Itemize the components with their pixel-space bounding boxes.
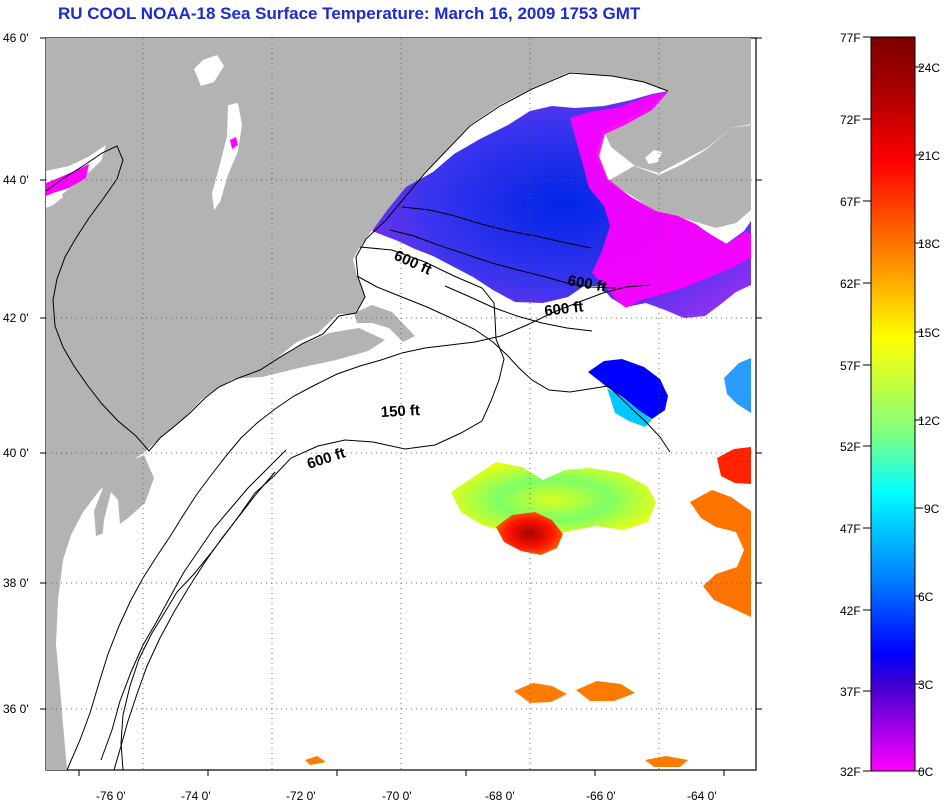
inland-water-2 <box>212 103 242 210</box>
coastline <box>45 72 669 452</box>
nw-magenta-patch <box>46 164 89 196</box>
lon-label-72: -72 0' <box>286 789 316 803</box>
colorbar-f-label-57: 57F <box>840 359 861 373</box>
inland-water-1 <box>194 55 224 86</box>
lat-label-44: 44 0' <box>3 173 29 187</box>
lon-label-68: -68 0' <box>485 789 515 803</box>
colorbar-c-label-6: 6C <box>918 590 934 604</box>
colorbar-f-label-42: 42F <box>840 604 861 618</box>
colorbar-c-label-21: 21C <box>918 149 940 163</box>
colorbar-f-label-77: 77F <box>840 31 861 45</box>
contour-label-600-ft-right: 600 ft <box>566 272 608 296</box>
shelf-600-ft-contour <box>356 275 671 453</box>
colorbar-f-label-62: 62F <box>840 277 861 291</box>
longitude-labels: -76 0' -74 0' -72 0' -70 0' -68 0' -66 0… <box>96 789 717 803</box>
southern-orange-patch-1 <box>514 683 567 703</box>
gulf-of-maine-contour-a <box>389 229 617 289</box>
southern-orange-patch-2 <box>576 681 635 701</box>
colorbar-f-label-47: 47F <box>840 522 861 536</box>
southern-orange-patch-3 <box>645 756 688 767</box>
mainland-land <box>46 38 751 770</box>
inner-shelf-contour-2 <box>113 471 276 771</box>
northeast-orange-red <box>717 447 751 484</box>
contour-label-150-ft: 150 ft <box>380 402 420 421</box>
colorbar-gradient <box>870 36 916 772</box>
colorbar-c-label-24: 24C <box>918 61 940 75</box>
lon-label-76: -76 0' <box>96 789 126 803</box>
colorbar-f-label-32: 32F <box>840 765 861 779</box>
lat-label-40: 40 0' <box>3 446 29 460</box>
lon-label-64: -64 0' <box>687 789 717 803</box>
colorbar-f-label-67: 67F <box>840 195 861 209</box>
small-magenta-patch <box>230 137 238 149</box>
gulf-of-maine-contour-b <box>401 206 592 249</box>
southern-orange-patch-4 <box>305 756 326 765</box>
inland-water-4 <box>609 89 633 102</box>
colorbar-f-label-72: 72F <box>840 113 861 127</box>
colorbar-f-label-52: 52F <box>840 440 861 454</box>
lat-label-36: 36 0' <box>3 702 29 716</box>
gulf-stream-blue-eddy <box>588 359 668 419</box>
coastline-and-contours <box>45 72 671 771</box>
latitude-labels: 46 0' 44 0' 42 0' 40 0' 38 0' 36 0' <box>3 31 29 716</box>
southeast-orange-band <box>690 490 751 617</box>
colorbar-c-label-9: 9C <box>924 502 940 516</box>
east-blue-edge <box>724 358 751 413</box>
warm-core-green-yellow <box>451 462 656 537</box>
lon-label-74: -74 0' <box>181 789 211 803</box>
colorbar-c-label-15: 15C <box>918 326 940 340</box>
lat-label-46: 46 0' <box>3 31 29 45</box>
map-title: RU COOL NOAA-18 Sea Surface Temperature:… <box>58 4 641 23</box>
cape-cod-land <box>354 305 415 342</box>
lon-label-70: -70 0' <box>382 789 412 803</box>
contour-label-600-ft-center: 600 ft <box>543 298 584 320</box>
nova-scotia-land <box>608 125 751 228</box>
lon-label-66: -66 0' <box>586 789 616 803</box>
colorbar: 77F 72F 67F 62F 57F 52F 47F 42F 37F 32F … <box>840 31 940 779</box>
colorbar-f-label-37: 37F <box>840 685 861 699</box>
map-ticks <box>40 37 762 776</box>
colorbar-c-label-18: 18C <box>918 237 940 251</box>
colorbar-c-label-0: 0C <box>918 765 934 779</box>
long-island-land <box>212 328 385 380</box>
lat-label-38: 38 0' <box>3 576 29 590</box>
lat-label-42: 42 0' <box>3 311 29 325</box>
colorbar-c-label-3: 3C <box>918 678 934 692</box>
inner-shelf-contour-1 <box>100 449 287 761</box>
land-masses <box>46 38 751 770</box>
outer-shelf-contour <box>66 284 651 771</box>
magenta-shelf-water <box>570 92 751 308</box>
colorbar-c-label-12: 12C <box>918 414 940 428</box>
grid-lines <box>46 38 756 770</box>
chesapeake-gap <box>88 492 120 600</box>
inland-water-5 <box>645 150 662 164</box>
temperature-overlay <box>46 91 751 767</box>
georges-bank-contour <box>444 285 593 332</box>
